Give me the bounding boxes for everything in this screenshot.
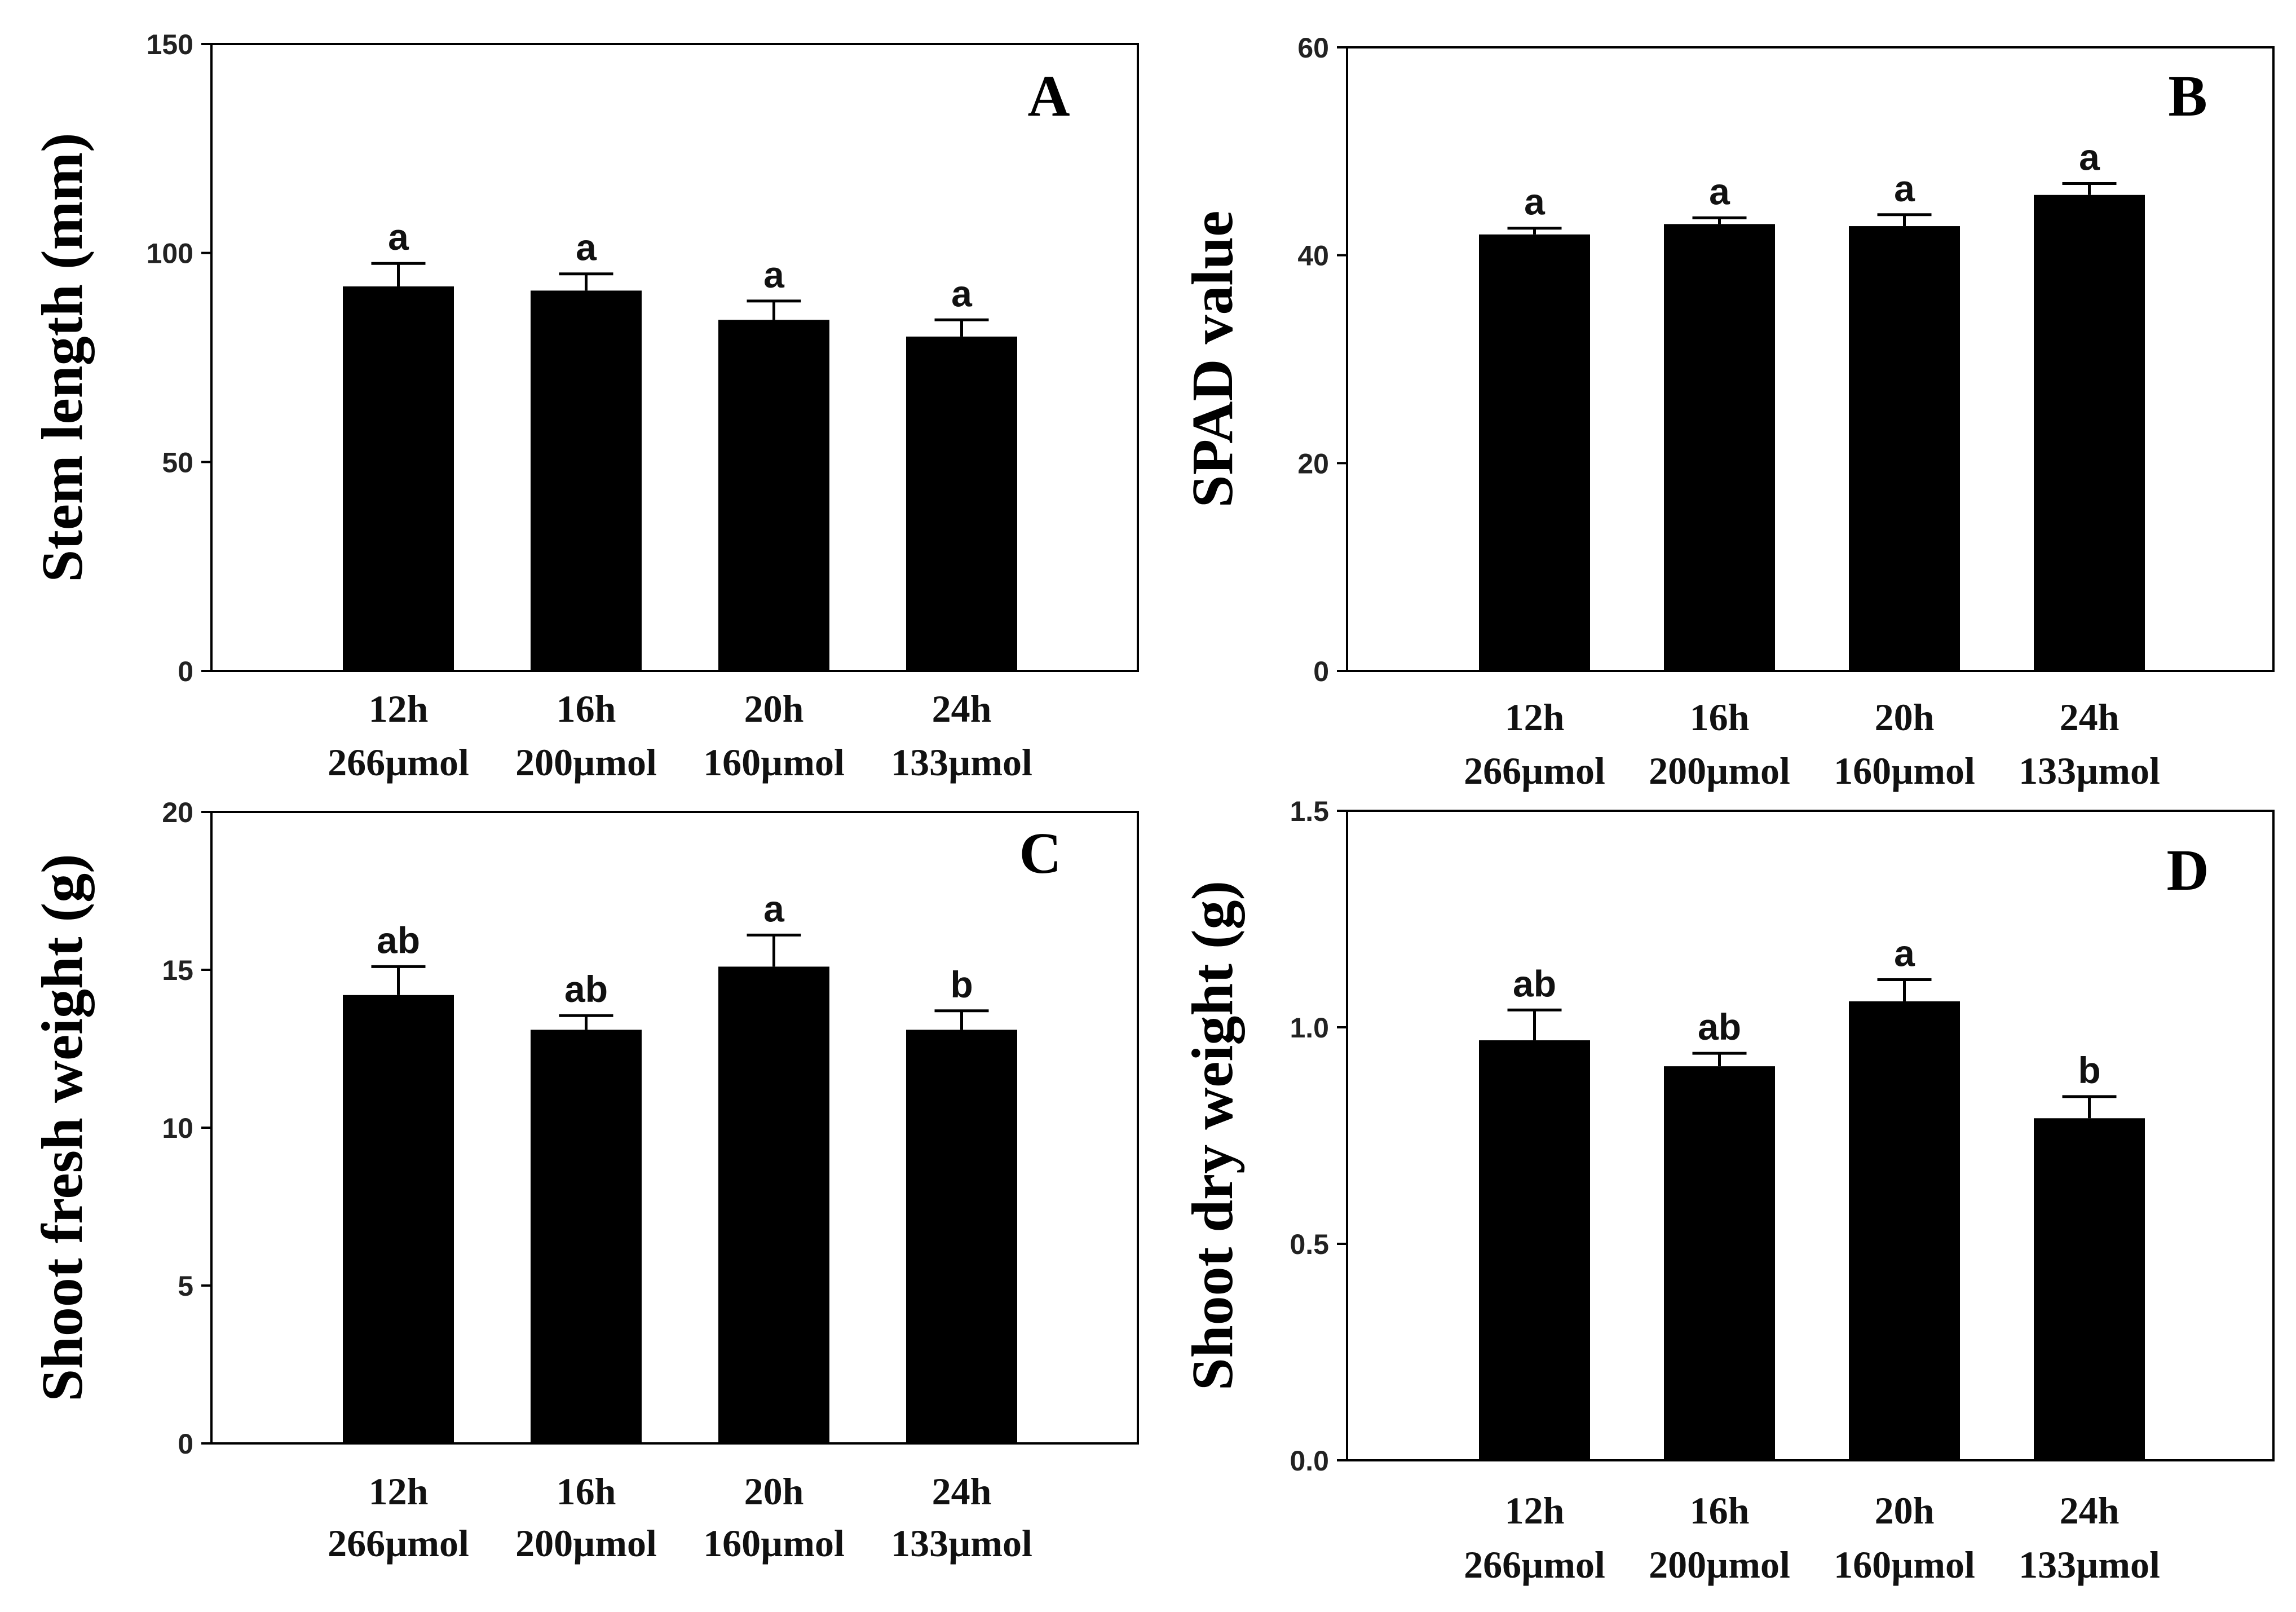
bar — [1849, 1001, 1960, 1460]
x-tick-label: 20h — [1875, 696, 1935, 739]
y-tick-label: 0 — [178, 656, 193, 687]
significance-label: a — [1524, 181, 1546, 223]
y-tick-label: 5 — [178, 1270, 193, 1302]
x-tick-label: 12h — [369, 1470, 429, 1513]
plot-frame — [1346, 810, 2275, 1461]
y-tick-label: 150 — [147, 29, 193, 60]
x-tick-label: 200µmol — [515, 741, 657, 784]
bar — [906, 336, 1017, 671]
significance-label: a — [763, 254, 785, 295]
bar — [343, 995, 454, 1443]
bar — [531, 1030, 642, 1443]
y-tick-label: 10 — [162, 1112, 193, 1144]
significance-label: a — [576, 227, 597, 268]
significance-label: a — [388, 216, 409, 258]
bar — [718, 320, 829, 671]
y-tick-label: 20 — [162, 797, 193, 828]
x-tick-label: 16h — [557, 1470, 616, 1513]
significance-label: a — [1709, 170, 1730, 212]
y-tick-label: 40 — [1297, 240, 1329, 272]
x-tick-label: 133µmol — [2019, 749, 2160, 792]
plot-frame — [1346, 46, 2275, 672]
x-tick-label: 24h — [2060, 696, 2120, 739]
x-tick-label: 20h — [1875, 1489, 1935, 1532]
y-axis-title: SPAD value — [1180, 211, 1245, 508]
x-tick-label: 266µmol — [1464, 749, 1605, 792]
x-tick-label: 266µmol — [1464, 1543, 1605, 1586]
x-tick-label: 24h — [932, 1470, 992, 1513]
panel-label: C — [1019, 821, 1061, 886]
x-tick-label: 160µmol — [1834, 1543, 1975, 1586]
x-tick-label: 266µmol — [328, 741, 469, 784]
plot-frame — [210, 43, 1139, 672]
significance-label: a — [763, 887, 785, 929]
y-tick-label: 50 — [162, 447, 193, 478]
y-tick-label: 100 — [147, 238, 193, 270]
y-axis-title: Shoot dry weight (g) — [1180, 881, 1245, 1390]
bar — [1479, 1040, 1590, 1460]
bar — [1664, 224, 1775, 671]
x-tick-label: 200µmol — [1649, 749, 1790, 792]
significance-label: ab — [1698, 1006, 1741, 1048]
y-tick-label: 20 — [1297, 448, 1329, 479]
bar — [906, 1030, 1017, 1443]
y-axis-title: Stem length (mm) — [30, 133, 95, 582]
x-tick-label: 266µmol — [328, 1522, 469, 1565]
significance-label: b — [2078, 1049, 2100, 1091]
panel-label: A — [1027, 64, 1070, 129]
bar — [1849, 226, 1960, 671]
x-tick-label: 160µmol — [1834, 749, 1975, 792]
x-tick-label: 160µmol — [703, 1522, 845, 1565]
y-tick-label: 0 — [178, 1428, 193, 1460]
bar — [531, 290, 642, 671]
x-tick-label: 24h — [932, 687, 992, 730]
x-tick-label: 20h — [744, 1470, 804, 1513]
panel-label: D — [2166, 838, 2209, 903]
bar — [2034, 1118, 2145, 1460]
y-tick-label: 1.0 — [1290, 1012, 1329, 1044]
significance-label: a — [951, 272, 973, 314]
panel-label: B — [2168, 64, 2207, 129]
x-tick-label: 133µmol — [2019, 1543, 2160, 1586]
x-tick-label: 200µmol — [515, 1522, 657, 1565]
significance-label: ab — [377, 919, 420, 961]
y-tick-label: 15 — [162, 955, 193, 986]
x-tick-label: 16h — [1690, 696, 1750, 739]
x-tick-label: 160µmol — [703, 741, 845, 784]
x-tick-label: 12h — [1505, 696, 1565, 739]
y-axis-title: Shoot fresh weight (g) — [30, 854, 95, 1402]
chart-panel-b: 0 20 40 60 SPAD value Ba 12h 266µmol a 16h 200µmol… — [1180, 32, 2275, 792]
significance-label: b — [950, 964, 973, 1005]
x-tick-label: 200µmol — [1649, 1543, 1790, 1586]
x-tick-label: 133µmol — [891, 1522, 1032, 1565]
bar — [343, 286, 454, 671]
y-tick-label: 60 — [1297, 32, 1329, 64]
chart-panel-a: 0 50 100 150 Stem length (mm) Aa 12h 266µmol a 16… — [30, 29, 1139, 784]
bar — [718, 966, 829, 1443]
x-tick-label: 12h — [1505, 1489, 1565, 1532]
significance-label: a — [1894, 933, 1915, 974]
x-tick-label: 133µmol — [891, 741, 1032, 784]
significance-label: ab — [1513, 962, 1556, 1004]
x-tick-label: 20h — [744, 687, 804, 730]
y-tick-label: 0.0 — [1290, 1445, 1329, 1477]
bar — [2034, 195, 2145, 672]
bar — [1479, 234, 1590, 671]
significance-label: a — [1894, 167, 1915, 209]
y-tick-label: 0.5 — [1290, 1229, 1329, 1260]
x-tick-label: 16h — [557, 687, 616, 730]
significance-label: a — [2079, 136, 2100, 178]
bar — [1664, 1066, 1775, 1460]
significance-label: ab — [564, 968, 608, 1010]
x-tick-label: 12h — [369, 687, 429, 730]
x-tick-label: 16h — [1690, 1489, 1750, 1532]
y-tick-label: 0 — [1313, 656, 1329, 687]
x-tick-label: 24h — [2060, 1489, 2120, 1532]
y-tick-label: 1.5 — [1290, 796, 1329, 827]
